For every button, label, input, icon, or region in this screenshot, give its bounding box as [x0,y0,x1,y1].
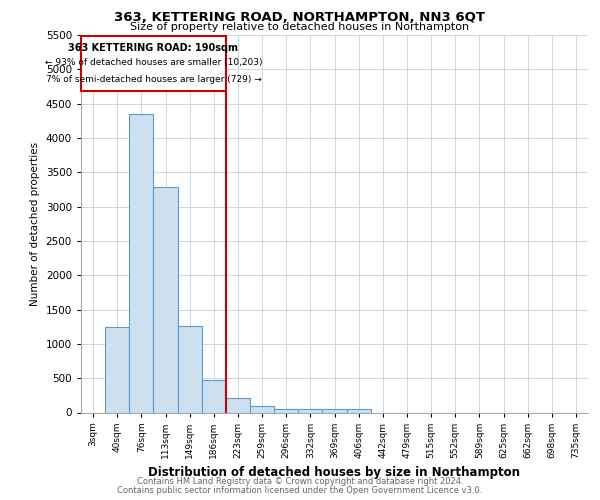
Text: Contains HM Land Registry data © Crown copyright and database right 2024.: Contains HM Land Registry data © Crown c… [137,477,463,486]
Bar [322,409,347,412]
Text: 7% of semi-detached houses are larger (729) →: 7% of semi-detached houses are larger (7… [46,74,262,84]
Bar [105,326,129,412]
X-axis label: Distribution of detached houses by size in Northampton: Distribution of detached houses by size … [149,466,521,479]
Text: 363 KETTERING ROAD: 190sqm: 363 KETTERING ROAD: 190sqm [68,43,238,53]
Bar [250,406,274,412]
Bar [226,398,250,412]
Text: 363, KETTERING ROAD, NORTHAMPTON, NN3 6QT: 363, KETTERING ROAD, NORTHAMPTON, NN3 6Q… [115,11,485,24]
Text: Contains public sector information licensed under the Open Government Licence v3: Contains public sector information licen… [118,486,482,495]
Text: Size of property relative to detached houses in Northampton: Size of property relative to detached ho… [130,22,470,32]
Bar [81,36,226,92]
Bar [202,380,226,412]
Bar [154,188,178,412]
Bar [129,114,154,412]
Text: ← 93% of detached houses are smaller (10,203): ← 93% of detached houses are smaller (10… [44,58,262,67]
Bar [178,326,202,412]
Bar [298,409,322,412]
Y-axis label: Number of detached properties: Number of detached properties [30,142,40,306]
Bar [347,409,371,412]
Bar [274,408,298,412]
